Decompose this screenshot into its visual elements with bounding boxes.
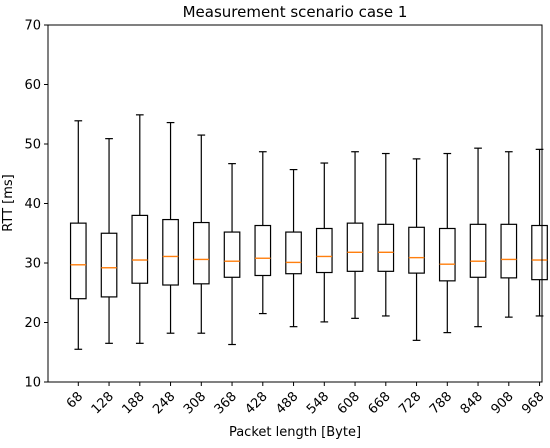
x-tick-label: 548 bbox=[304, 389, 332, 417]
plot-frame bbox=[47, 24, 543, 383]
box-308 bbox=[192, 134, 210, 334]
box-488 bbox=[285, 168, 302, 328]
iqr-box bbox=[377, 223, 395, 272]
box-368 bbox=[223, 163, 241, 346]
y-tick-label: 30 bbox=[24, 257, 41, 272]
box-848 bbox=[469, 147, 487, 328]
box-728 bbox=[408, 158, 425, 341]
x-tick-label: 248 bbox=[150, 389, 178, 417]
box-548 bbox=[315, 162, 333, 323]
box-968 bbox=[531, 148, 548, 317]
x-tick-label: 188 bbox=[119, 389, 147, 417]
x-tick-label: 908 bbox=[488, 389, 516, 417]
x-tick-label: 968 bbox=[519, 389, 547, 417]
y-axis-title: RTT [ms] bbox=[1, 174, 16, 231]
box-188 bbox=[131, 114, 149, 344]
iqr-box bbox=[408, 226, 425, 274]
iqr-box bbox=[285, 231, 302, 275]
y-tick-label: 40 bbox=[24, 197, 41, 212]
x-tick-label: 428 bbox=[242, 389, 270, 417]
iqr-box bbox=[531, 224, 548, 281]
x-tick-label: 668 bbox=[365, 389, 393, 417]
box-788 bbox=[438, 152, 456, 334]
iqr-box bbox=[438, 227, 456, 282]
x-axis-title: Packet length [Byte] bbox=[229, 425, 361, 440]
x-tick-label: 608 bbox=[335, 389, 363, 417]
iqr-box bbox=[469, 223, 487, 278]
y-tick-label: 10 bbox=[24, 376, 41, 391]
iqr-box bbox=[69, 222, 87, 300]
iqr-box bbox=[223, 231, 241, 278]
y-axis: 10 20 30 40 50 60 70 bbox=[24, 19, 48, 391]
iqr-box bbox=[254, 224, 272, 277]
x-tick-label: 488 bbox=[273, 389, 301, 417]
box-428 bbox=[254, 151, 272, 315]
y-tick-label: 60 bbox=[24, 78, 41, 93]
x-tick-label: 308 bbox=[181, 389, 209, 417]
box-248 bbox=[162, 121, 179, 334]
y-tick-label: 50 bbox=[24, 138, 41, 153]
y-tick-label: 20 bbox=[24, 316, 41, 331]
x-axis: 68 128 188 248 308 368 428 488 548 608 668 728 788 84… bbox=[64, 382, 547, 417]
iqr-box bbox=[315, 227, 333, 274]
box-128 bbox=[100, 138, 118, 344]
y-tick-label: 70 bbox=[24, 19, 41, 34]
x-tick-label: 368 bbox=[212, 389, 240, 417]
box-908 bbox=[500, 151, 518, 318]
iqr-box bbox=[500, 223, 518, 279]
x-tick-label: 848 bbox=[458, 389, 486, 417]
box-668 bbox=[377, 152, 395, 317]
x-tick-label: 68 bbox=[64, 389, 86, 411]
iqr-box bbox=[162, 218, 179, 286]
box-608 bbox=[346, 151, 364, 319]
x-tick-label: 788 bbox=[427, 389, 455, 417]
chart-title: Measurement scenario case 1 bbox=[183, 3, 408, 21]
x-tick-label: 728 bbox=[396, 389, 424, 417]
iqr-box bbox=[192, 221, 210, 285]
iqr-box bbox=[131, 214, 149, 284]
x-tick-label: 128 bbox=[89, 389, 117, 417]
iqr-box bbox=[100, 232, 118, 298]
box-68 bbox=[69, 120, 87, 350]
iqr-box bbox=[346, 222, 364, 272]
boxes-layer bbox=[69, 114, 548, 350]
